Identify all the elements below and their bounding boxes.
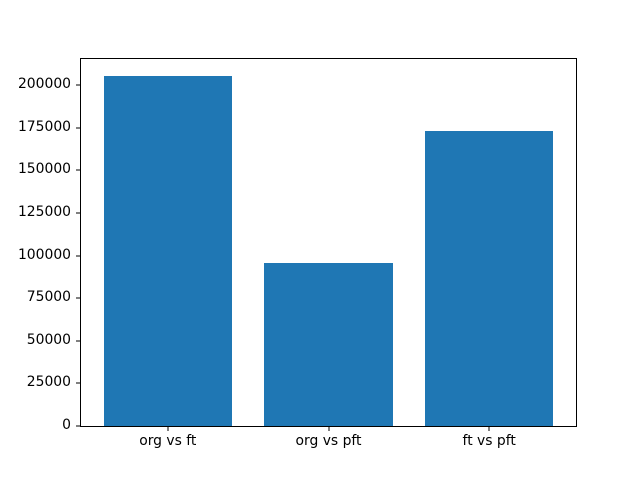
x-tick-mark <box>328 426 329 431</box>
bar-org-vs-pft <box>264 263 393 426</box>
y-tick-mark <box>76 297 81 299</box>
y-tick-label: 125000 <box>17 203 71 220</box>
y-tick-label: 75000 <box>26 289 71 306</box>
x-tick-label: ft vs pft <box>462 433 516 449</box>
x-tick-label: org vs ft <box>139 433 197 449</box>
x-tick-mark <box>167 426 169 431</box>
y-tick-label: 0 <box>62 417 71 434</box>
y-tick-label: 150000 <box>17 161 71 178</box>
y-tick-mark <box>76 84 81 86</box>
y-tick-mark <box>76 127 81 129</box>
y-tick-label: 50000 <box>26 331 71 348</box>
bar-ft-vs-pft <box>424 131 554 426</box>
y-tick-label: 200000 <box>17 76 71 93</box>
y-tick-mark <box>76 340 81 342</box>
x-tick-label: org vs pft <box>295 433 362 449</box>
y-tick-mark <box>76 382 81 384</box>
y-tick-mark <box>76 212 81 214</box>
y-tick-label: 100000 <box>17 246 71 263</box>
y-tick-mark <box>76 255 81 256</box>
y-tick-label: 175000 <box>17 118 71 135</box>
y-tick-mark <box>76 425 81 427</box>
plot-area: 0 25000 50000 75000 100000 125000 150000 175000… <box>18 58 577 448</box>
y-tick-mark <box>76 169 81 171</box>
bar-org-vs-ft <box>103 76 233 426</box>
y-tick-label: 25000 <box>26 374 71 391</box>
x-tick-mark <box>488 426 490 431</box>
